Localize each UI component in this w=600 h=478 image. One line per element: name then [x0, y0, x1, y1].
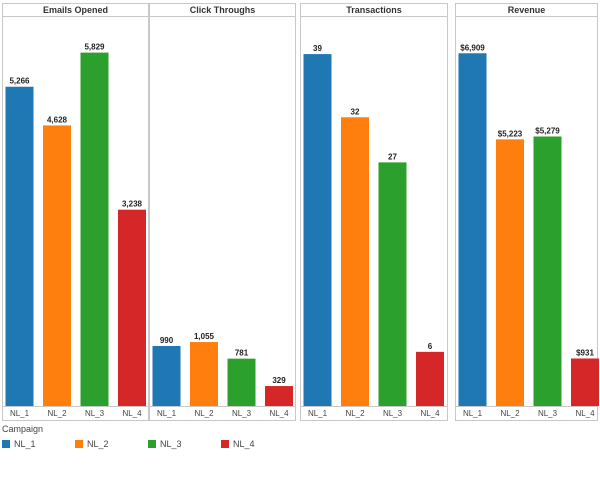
panel-frame-emails-opened [2, 3, 149, 421]
value-label-revenue-nl3: $5,279 [535, 126, 560, 135]
bar-transactions-nl2 [341, 117, 369, 407]
panel-emails-opened: Emails Opened 5,266 NL_1 4,628 NL_2 5,829 NL_3… [2, 3, 149, 421]
panel-title-revenue: Revenue [508, 5, 546, 15]
bar-transactions-nl1 [303, 54, 332, 407]
legend-label-nl4: NL_4 [233, 439, 255, 449]
value-label-transactions-nl4: 6 [428, 342, 433, 351]
panel-frame-transactions [300, 3, 448, 421]
bar-emails-opened-nl2 [43, 125, 71, 407]
x-tick-label-revenue-nl3: NL_3 [538, 409, 558, 418]
value-label-transactions-nl3: 27 [388, 152, 397, 161]
value-label-emails-opened-nl1: 5,266 [9, 77, 30, 86]
bar-click-throughs-nl4 [265, 386, 293, 406]
bar-transactions-nl4 [416, 351, 444, 406]
x-tick-label-emails-opened-nl2: NL_2 [47, 409, 67, 418]
x-tick-label-revenue-nl1: NL_1 [463, 409, 483, 418]
value-label-transactions-nl1: 39 [313, 44, 322, 53]
x-tick-label-click-throughs-nl2: NL_2 [194, 409, 214, 418]
legend-item-nl3[interactable]: NL_3 [148, 438, 182, 450]
bar-click-throughs-nl1 [152, 345, 181, 406]
panel-title-click-throughs: Click Throughs [190, 5, 256, 15]
bar-emails-opened-nl4 [118, 209, 146, 406]
panel-title-emails-opened: Emails Opened [43, 5, 108, 15]
value-label-emails-opened-nl2: 4,628 [47, 115, 68, 124]
bar-emails-opened-nl1 [5, 86, 34, 406]
campaign-legend: Campaign NL_1 NL_2 NL_3 NL_4 [0, 424, 600, 464]
x-tick-label-emails-opened-nl1: NL_1 [10, 409, 30, 418]
x-tick-label-revenue-nl4: NL_4 [575, 409, 595, 418]
campaign-bar-charts: Emails Opened 5,266 NL_1 4,628 NL_2 5,829 NL_3… [2, 3, 599, 421]
legend-title: Campaign [2, 424, 44, 434]
bar-revenue-nl2 [496, 139, 524, 406]
value-label-transactions-nl2: 32 [351, 107, 360, 116]
value-label-click-throughs-nl3: 781 [235, 349, 249, 358]
bar-revenue-nl4 [571, 358, 599, 406]
legend-item-nl2[interactable]: NL_2 [75, 438, 109, 450]
legend-label-nl3: NL_3 [160, 439, 182, 449]
legend-swatch-nl4 [221, 440, 229, 448]
value-label-revenue-nl2: $5,223 [498, 129, 523, 138]
panel-transactions: Transactions 39 NL_1 32 NL_2 27 NL_3 6 NL_4 [300, 3, 448, 421]
x-tick-label-click-throughs-nl1: NL_1 [157, 409, 177, 418]
legend-item-nl4[interactable]: NL_4 [221, 438, 255, 450]
x-tick-label-transactions-nl3: NL_3 [383, 409, 403, 418]
x-tick-label-emails-opened-nl3: NL_3 [85, 409, 105, 418]
legend-label-nl2: NL_2 [87, 439, 109, 449]
value-label-click-throughs-nl1: 990 [160, 336, 174, 345]
bar-click-throughs-nl3 [227, 358, 256, 406]
panel-click-throughs: Click Throughs 990 NL_1 1,055 NL_2 781 NL_3 329… [149, 3, 296, 421]
x-tick-label-transactions-nl1: NL_1 [308, 409, 328, 418]
legend-swatch-nl2 [75, 440, 83, 448]
panel-revenue: Revenue $6,909 NL_1 $5,223 NL_2 $5,279 NL_3 $93… [455, 3, 599, 421]
bar-transactions-nl3 [378, 162, 407, 406]
legend-swatch-nl3 [148, 440, 156, 448]
value-label-click-throughs-nl2: 1,055 [194, 332, 215, 341]
x-tick-label-transactions-nl4: NL_4 [420, 409, 440, 418]
x-tick-label-click-throughs-nl4: NL_4 [269, 409, 289, 418]
panel-title-transactions: Transactions [346, 5, 402, 15]
x-tick-label-emails-opened-nl4: NL_4 [122, 409, 142, 418]
bar-revenue-nl1 [458, 53, 487, 406]
panel-frame-click-throughs [149, 3, 296, 421]
value-label-revenue-nl4: $931 [576, 348, 594, 357]
value-label-revenue-nl1: $6,909 [460, 43, 485, 52]
bar-emails-opened-nl3 [80, 52, 109, 406]
legend-swatch-nl1 [2, 440, 10, 448]
value-label-click-throughs-nl4: 329 [272, 376, 286, 385]
value-label-emails-opened-nl4: 3,238 [122, 200, 143, 209]
bar-revenue-nl3 [533, 136, 562, 406]
value-label-emails-opened-nl3: 5,829 [84, 43, 105, 52]
x-tick-label-transactions-nl2: NL_2 [345, 409, 365, 418]
panel-frame-revenue [455, 3, 598, 421]
bar-click-throughs-nl2 [190, 342, 218, 406]
x-tick-label-click-throughs-nl3: NL_3 [232, 409, 252, 418]
x-tick-label-revenue-nl2: NL_2 [500, 409, 520, 418]
legend-label-nl1: NL_1 [14, 439, 36, 449]
legend-item-nl1[interactable]: NL_1 [2, 438, 36, 450]
